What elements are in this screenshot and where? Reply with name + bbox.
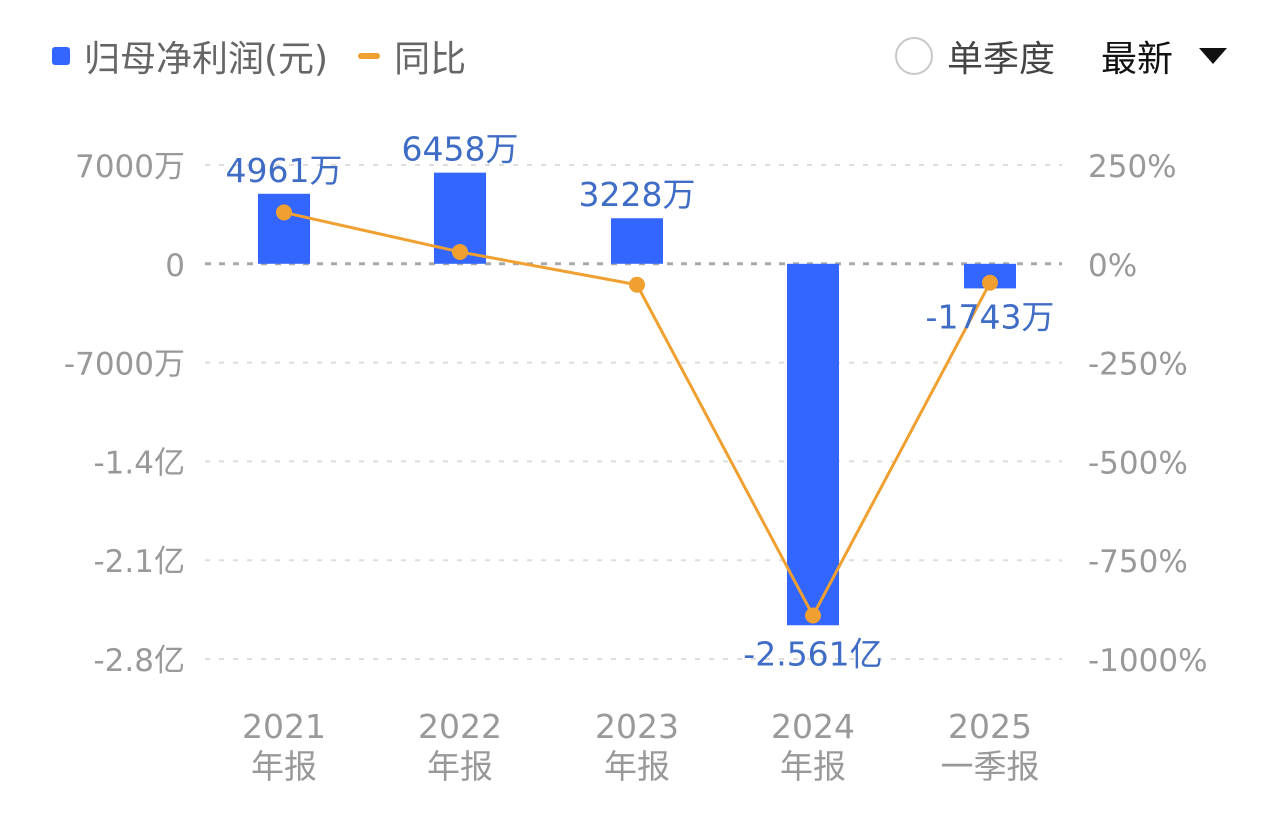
y-right-tick-label: 250% [1088, 149, 1177, 185]
y-right-tick-label: -750% [1088, 544, 1188, 580]
y-left-tick-label: 0 [165, 248, 185, 284]
y-left-tick-label: -2.1亿 [94, 544, 186, 580]
y-left-tick-label: -7000万 [64, 347, 185, 383]
chart-legend: 归母净利润(元) 同比 [52, 28, 496, 84]
y-left-tick-label: -2.8亿 [94, 643, 186, 679]
x-category-year: 2023 [595, 707, 679, 746]
bar-data-label: 4961万 [226, 151, 343, 190]
x-category-year: 2024 [771, 707, 855, 746]
x-category-year: 2021 [242, 707, 326, 746]
line-swatch-icon [358, 53, 381, 59]
bar-data-label: 3228万 [579, 175, 696, 214]
x-category-period: 一季报 [941, 747, 1040, 786]
quarter-radio[interactable] [894, 37, 933, 75]
yoy-point [982, 274, 998, 291]
bar-swatch-icon [52, 47, 70, 65]
yoy-point [452, 243, 468, 260]
y-left-tick-label: -1.4亿 [94, 445, 186, 481]
bar-data-label: -2.561亿 [743, 634, 882, 673]
legend-net-profit-label: 归母净利润(元) [84, 39, 329, 80]
bar [611, 218, 663, 264]
bar-data-label: 6458万 [402, 130, 519, 169]
x-category-year: 2025 [948, 707, 1032, 746]
chart-controls: 单季度 最新 [894, 28, 1227, 84]
y-left-tick-label: 7000万 [75, 149, 185, 185]
y-right-tick-label: -500% [1088, 445, 1188, 481]
caret-down-icon [1199, 48, 1227, 64]
y-right-tick-label: -250% [1088, 347, 1188, 383]
x-category-period: 年报 [427, 747, 493, 786]
y-right-tick-label: 0% [1088, 248, 1137, 284]
quarter-toggle-label[interactable]: 单季度 [946, 39, 1055, 80]
legend-item-yoy: 同比 [358, 30, 466, 82]
x-category-period: 年报 [780, 747, 846, 786]
bar [787, 263, 839, 626]
x-category-period: 年报 [604, 747, 670, 786]
sort-dropdown[interactable]: 最新 [1101, 30, 1227, 82]
bar-data-label: -1743万 [926, 297, 1055, 336]
yoy-line [283, 210, 992, 618]
legend-item-net-profit: 归母净利润(元) [52, 30, 328, 82]
yoy-point [805, 607, 821, 624]
legend-yoy-label: 同比 [394, 39, 467, 80]
sort-dropdown-label: 最新 [1100, 39, 1173, 80]
y-right-tick-label: -1000% [1088, 643, 1208, 679]
x-category-year: 2022 [418, 707, 502, 746]
x-category-period: 年报 [251, 747, 317, 786]
yoy-point [629, 276, 645, 293]
bar [258, 193, 310, 264]
yoy-point [276, 204, 292, 221]
